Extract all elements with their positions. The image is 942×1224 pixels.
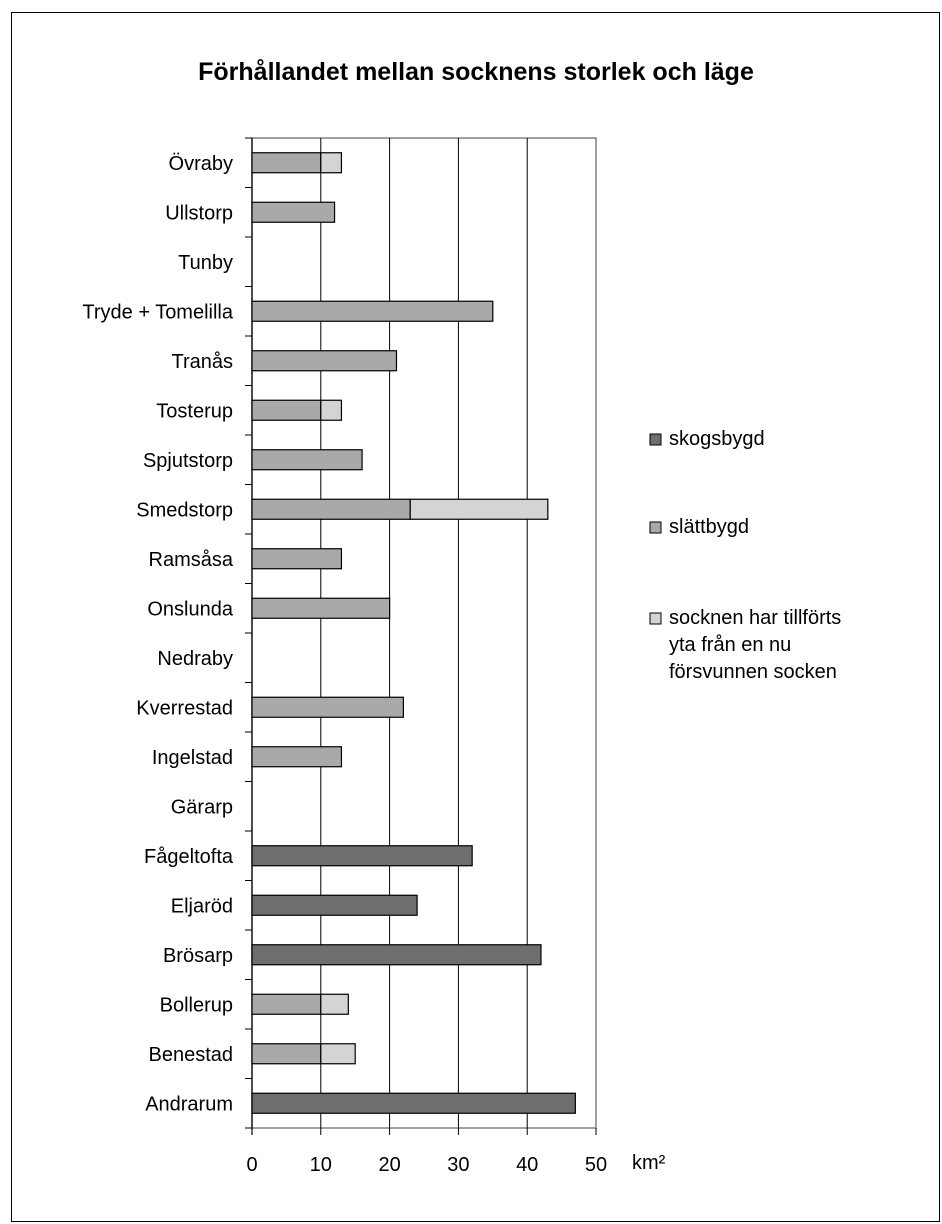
x-unit-label: km² bbox=[632, 1152, 666, 1174]
category-label: Benestad bbox=[148, 1044, 233, 1066]
bar-segment bbox=[251, 399, 322, 421]
legend: skogsbygd slättbygd socknen har tillförts y… bbox=[649, 428, 841, 683]
plot-border bbox=[251, 137, 597, 1129]
bar-segment bbox=[251, 944, 542, 966]
bar-segment bbox=[251, 993, 322, 1015]
category-label: Smedstorp bbox=[136, 499, 233, 521]
chart-frame bbox=[11, 12, 940, 1222]
x-tick-label: 0 bbox=[246, 1154, 257, 1176]
bar-segment bbox=[251, 201, 336, 223]
chart-title: Förhållandet mellan socknens storlek och… bbox=[198, 58, 754, 86]
x-tick-label: 30 bbox=[447, 1154, 469, 1176]
category-label: Ramsåsa bbox=[149, 549, 234, 571]
bar-segment bbox=[251, 597, 391, 619]
bar-segment bbox=[409, 498, 549, 520]
category-label: Eljaröd bbox=[171, 895, 233, 917]
bar-segment bbox=[251, 498, 411, 520]
plot-area: 0 10 20 30 40 50 Övraby Ullstorp Tunby Tryde + To… bbox=[82, 137, 607, 1176]
bar-segment bbox=[251, 548, 343, 570]
x-tick-label: 40 bbox=[516, 1154, 538, 1176]
category-label: Tryde + Tomelilla bbox=[82, 301, 233, 323]
category-label: Brösarp bbox=[163, 945, 233, 967]
x-tick-label: 10 bbox=[310, 1154, 332, 1176]
category-label: Ullstorp bbox=[165, 202, 233, 224]
category-label: Nedraby bbox=[157, 648, 233, 670]
bar-segment bbox=[320, 399, 343, 421]
category-label: Kverrestad bbox=[136, 697, 233, 719]
bar-segment bbox=[320, 1043, 356, 1065]
legend-swatch bbox=[649, 433, 662, 446]
bar-segment bbox=[251, 746, 343, 768]
x-tick-label: 50 bbox=[585, 1154, 607, 1176]
category-label: Spjutstorp bbox=[143, 450, 233, 472]
category-label: Tosterup bbox=[156, 400, 233, 422]
legend-label: socknen har tillförts yta från en nu försv… bbox=[669, 607, 841, 683]
category-label: Onslunda bbox=[147, 598, 233, 620]
category-label: Gärarp bbox=[171, 796, 233, 818]
bar-segment bbox=[251, 300, 494, 322]
bar-segment bbox=[251, 1043, 322, 1065]
bar-segment bbox=[251, 1092, 576, 1114]
category-label: Fågeltofta bbox=[144, 846, 234, 868]
bar-segment bbox=[251, 449, 363, 471]
legend-swatch bbox=[649, 521, 662, 534]
bar-segment bbox=[251, 152, 322, 174]
bar-segment bbox=[251, 845, 473, 867]
category-label: Tunby bbox=[178, 252, 233, 274]
category-label: Andrarum bbox=[145, 1093, 233, 1115]
category-label: Ingelstad bbox=[152, 747, 233, 769]
legend-label: slättbygd bbox=[669, 516, 749, 538]
legend-label: skogsbygd bbox=[669, 428, 765, 450]
bar-segment bbox=[320, 993, 349, 1015]
category-label: Bollerup bbox=[160, 994, 233, 1016]
bar-segment bbox=[251, 696, 404, 718]
x-tick-label: 20 bbox=[378, 1154, 400, 1176]
bar-segment bbox=[251, 894, 418, 916]
legend-swatch bbox=[649, 612, 662, 625]
category-label: Tranås bbox=[171, 351, 233, 373]
bar-segment bbox=[320, 152, 343, 174]
bar-segment bbox=[251, 350, 398, 372]
category-label: Övraby bbox=[169, 153, 233, 175]
